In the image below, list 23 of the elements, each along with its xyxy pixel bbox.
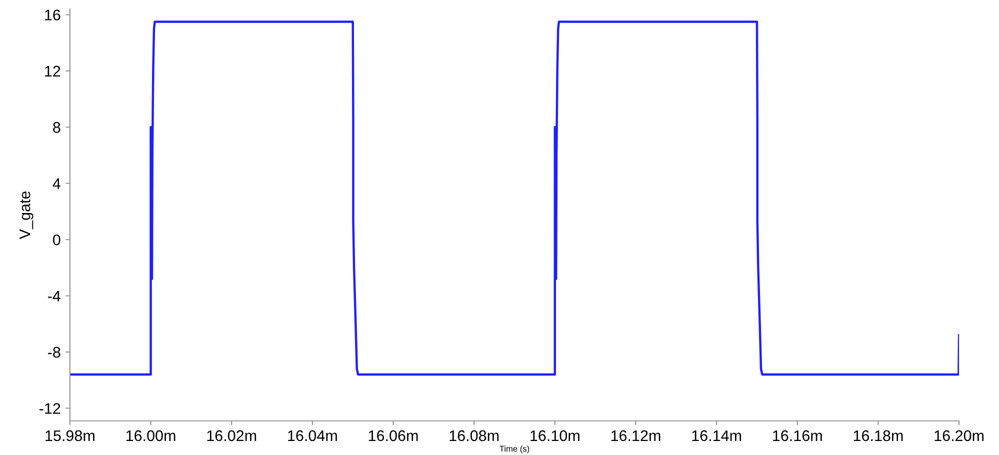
y-tick-label: 8 bbox=[53, 122, 60, 133]
x-tick-label: 16.12m bbox=[611, 430, 660, 442]
y-tick-label: -12 bbox=[40, 403, 60, 414]
x-tick-label: 16.08m bbox=[450, 430, 499, 442]
y-tick-label: 0 bbox=[53, 234, 60, 246]
x-tick-label: 16.06m bbox=[368, 430, 418, 442]
x-tick-label: 16.14m bbox=[692, 430, 742, 442]
y-tick-label: -8 bbox=[48, 346, 60, 358]
x-tick-label: 16.04m bbox=[288, 430, 337, 442]
x-tick-label: 16.18m bbox=[854, 430, 903, 442]
x-tick-label: 16.20m bbox=[934, 430, 984, 442]
x-tick-label: 16.16m bbox=[773, 430, 822, 442]
x-tick-label: 15.98m bbox=[46, 430, 94, 442]
x-axis-title: Time (s) bbox=[500, 446, 530, 454]
y-tick-label: 4 bbox=[52, 178, 60, 189]
y-tick-label: 12 bbox=[45, 66, 60, 76]
line-series bbox=[70, 20, 960, 376]
y-tick-label: -4 bbox=[48, 290, 60, 302]
y-tick-label: 16 bbox=[45, 10, 60, 20]
x-tick-label: 16.02m bbox=[207, 430, 256, 442]
y-axis-title: V_gate bbox=[20, 191, 34, 240]
x-tick-label: 16.10m bbox=[530, 430, 580, 442]
x-tick-label: 16.00m bbox=[126, 430, 176, 442]
